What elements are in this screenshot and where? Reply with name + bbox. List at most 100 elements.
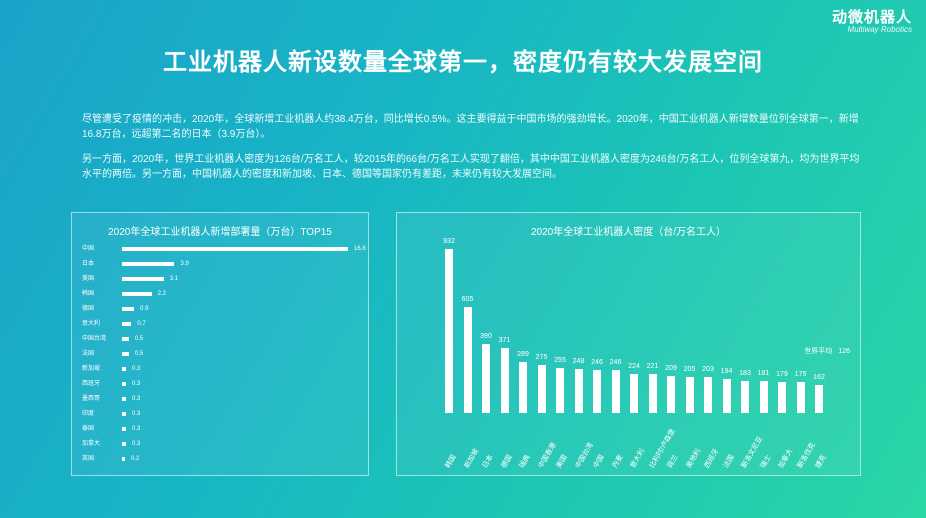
deployment-bar xyxy=(122,277,164,281)
deployment-bar-row: 加拿大 0.3 xyxy=(82,438,362,451)
density-value-label: 175 xyxy=(794,371,807,379)
deployment-category-label: 新加坡 xyxy=(82,366,101,372)
density-category-label: 瑞士 xyxy=(759,453,773,470)
density-bar-column: 605 xyxy=(462,296,473,413)
density-value-label: 203 xyxy=(702,366,714,374)
deployment-bar xyxy=(122,397,127,401)
chart-title-density: 2020年全球工业机器人密度（台/万名工人） xyxy=(530,227,727,238)
deployment-value-label: 0.5 xyxy=(134,351,144,357)
density-value-label: 181 xyxy=(757,370,770,378)
density-bar xyxy=(667,376,675,413)
density-bar xyxy=(685,376,694,413)
deployment-category-label: 泰国 xyxy=(82,426,95,432)
deployment-value-label: 3.9 xyxy=(180,261,189,267)
deployment-value-label: 0.7 xyxy=(137,321,146,327)
deployment-value-label: 0.3 xyxy=(132,441,141,447)
deployment-value-label: 2.2 xyxy=(157,291,166,297)
deployment-bar-row: 新加坡 0.3 xyxy=(82,363,362,376)
density-bar xyxy=(482,344,490,413)
deployment-bar-row: 墨西哥 0.3 xyxy=(82,393,362,406)
deployment-bar xyxy=(122,262,175,266)
deployment-bar xyxy=(122,367,127,371)
density-bar-column: 932 xyxy=(443,238,455,413)
density-value-label: 246 xyxy=(609,358,622,366)
density-bar-column: 248 xyxy=(573,358,584,413)
deployment-bar-row: 中国 16.8 xyxy=(82,243,366,256)
density-bar-column: 183 xyxy=(739,370,751,413)
density-bar xyxy=(704,377,712,413)
deployment-value-label: 0.3 xyxy=(132,411,141,417)
density-bar xyxy=(796,382,805,413)
deployment-category-label: 意大利 xyxy=(82,321,101,327)
deployment-value-label: 0.3 xyxy=(132,381,141,387)
density-category-label: 捷克 xyxy=(814,453,828,470)
deployment-category-label: 中国 xyxy=(82,246,95,252)
deployment-category-label: 德国 xyxy=(82,306,95,312)
deployment-category-label: 法国 xyxy=(82,351,95,357)
deployment-bar xyxy=(122,382,127,386)
density-value-label: 255 xyxy=(554,357,566,365)
brand-logo: 动微机器人 Multiway Robotics xyxy=(832,6,912,34)
page-title: 工业机器人新设数量全球第一，密度仍有较大发展空间 xyxy=(163,49,763,76)
density-bar xyxy=(537,364,546,413)
density-bar xyxy=(500,347,509,413)
deployment-value-label: 0.3 xyxy=(132,366,141,372)
logo-chinese: 动微机器人 xyxy=(831,9,912,26)
density-category-label: 瑞典 xyxy=(518,453,532,470)
deployment-bar xyxy=(122,337,129,341)
density-bar-column: 289 xyxy=(517,351,529,413)
deployment-category-label: 加拿大 xyxy=(82,441,101,447)
density-bar xyxy=(611,369,620,413)
density-bar-column: 390 xyxy=(480,333,492,413)
density-category-label: 韩国 xyxy=(444,453,458,470)
density-bar xyxy=(556,368,564,413)
density-bar-column: 205 xyxy=(684,366,695,413)
density-category-label: 荷兰 xyxy=(666,453,680,470)
deployment-bar xyxy=(122,322,132,326)
density-bar-column: 162 xyxy=(813,374,825,413)
deployment-bar-row: 意大利 0.7 xyxy=(82,318,362,331)
density-bar-column: 203 xyxy=(702,366,714,413)
density-category-label: 西班牙 xyxy=(703,447,721,470)
world-average-annotation: 世界平均 126 xyxy=(804,346,850,356)
density-value-label: 194 xyxy=(720,367,733,375)
density-value-label: 275 xyxy=(535,353,548,361)
deployment-category-label: 墨西哥 xyxy=(82,396,101,402)
deployment-bar xyxy=(122,292,152,296)
deployment-value-label: 0.3 xyxy=(132,396,141,402)
density-bar xyxy=(574,369,583,413)
density-bar-column: 179 xyxy=(776,371,788,413)
deployment-bar xyxy=(122,442,127,446)
deployment-category-label: 英国 xyxy=(82,456,95,462)
density-bar-column: 221 xyxy=(647,363,658,413)
density-bar xyxy=(593,369,601,413)
density-bar-column: 246 xyxy=(591,359,603,413)
chart-title-deployment: 2020年全球工业机器人新增部署量（万台）TOP15 xyxy=(108,227,332,238)
density-bar-column: 175 xyxy=(795,371,806,413)
density-bar-column: 194 xyxy=(721,368,732,413)
world-average-value: 126 xyxy=(838,348,850,355)
deployment-bar xyxy=(122,247,348,251)
deployment-category-label: 中国台湾 xyxy=(82,336,107,342)
chart-panel-deployment: 2020年全球工业机器人新增部署量（万台）TOP15 中国 16.8 日本 3.9 美国… xyxy=(71,212,369,476)
deployment-value-label: 0.3 xyxy=(132,426,141,432)
density-bar-column: 246 xyxy=(610,359,621,413)
deployment-category-label: 西班牙 xyxy=(82,381,101,387)
density-category-label: 加拿大 xyxy=(777,447,795,470)
density-category-label: 法国 xyxy=(722,453,736,470)
density-bar-column: 255 xyxy=(554,357,566,413)
density-value-label: 390 xyxy=(480,333,492,341)
deployment-category-label: 日本 xyxy=(82,261,95,267)
density-bar-column: 209 xyxy=(665,365,677,413)
density-value-label: 605 xyxy=(461,295,474,303)
density-category-label: 美国 xyxy=(555,453,569,470)
density-value-label: 246 xyxy=(591,358,603,366)
density-bar xyxy=(519,362,527,413)
density-bar xyxy=(648,374,657,413)
density-category-label: 德国 xyxy=(500,453,514,470)
deployment-bar-row: 英国 0.2 xyxy=(82,453,362,466)
density-bar xyxy=(759,381,768,413)
chart-panel-density: 2020年全球工业机器人密度（台/万名工人） 世界平均 126 932 韩国 605 新… xyxy=(396,212,861,476)
density-category-label: 中国 xyxy=(592,453,606,470)
deployment-bar-row: 中国台湾 0.5 xyxy=(82,333,362,346)
